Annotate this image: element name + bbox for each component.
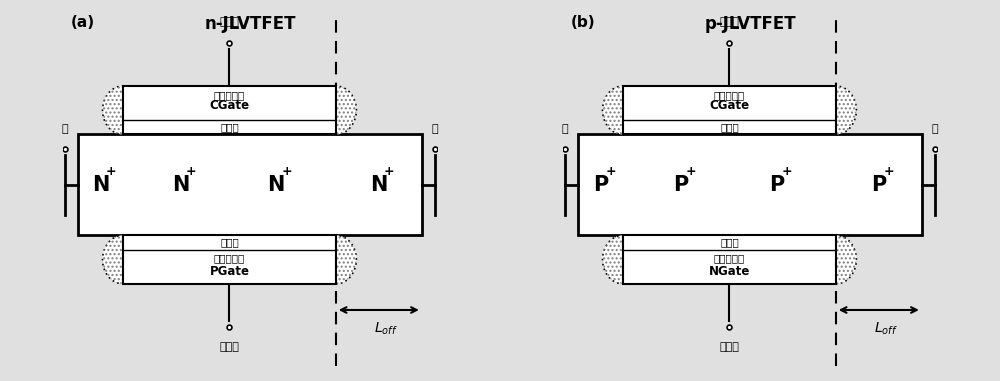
Text: 漏: 漏 (432, 124, 438, 134)
Text: CGate: CGate (209, 99, 250, 112)
Text: 源: 源 (562, 124, 568, 134)
Text: $L_{off}$: $L_{off}$ (374, 320, 398, 337)
Text: (b): (b) (571, 15, 595, 30)
Text: NGate: NGate (709, 265, 750, 278)
Text: 控制栅: 控制栅 (720, 18, 739, 27)
Text: P: P (673, 175, 688, 195)
Text: P: P (871, 175, 886, 195)
Text: N: N (268, 175, 285, 195)
Ellipse shape (103, 86, 144, 134)
Text: (a): (a) (71, 15, 95, 30)
Text: 栅介质: 栅介质 (220, 122, 239, 132)
Text: 栅介质: 栅介质 (720, 238, 739, 248)
Text: +: + (281, 165, 292, 178)
Bar (623, 86, 836, 134)
Text: 辅助栅电极: 辅助栅电极 (714, 254, 745, 264)
Text: +: + (686, 165, 696, 178)
Text: 源: 源 (62, 124, 68, 134)
Text: +: + (884, 165, 895, 178)
Text: 辅助栅: 辅助栅 (220, 342, 239, 352)
Text: 辅助栅电极: 辅助栅电极 (214, 254, 245, 264)
Text: 控制栅电极: 控制栅电极 (714, 90, 745, 100)
Bar (123, 235, 336, 284)
Text: 辅助栅: 辅助栅 (720, 342, 739, 352)
Text: +: + (781, 165, 792, 178)
Ellipse shape (815, 235, 856, 284)
Text: P: P (769, 175, 784, 195)
Bar (78, 134, 422, 235)
Text: $L_{off}$: $L_{off}$ (874, 320, 898, 337)
Bar (578, 134, 922, 235)
Text: 栅介质: 栅介质 (720, 122, 739, 132)
Ellipse shape (815, 86, 856, 134)
Ellipse shape (315, 235, 356, 284)
Text: +: + (384, 165, 395, 178)
Bar (623, 235, 836, 284)
Text: PGate: PGate (209, 265, 249, 278)
Text: n-JLVTFET: n-JLVTFET (204, 15, 296, 33)
Text: P: P (593, 175, 608, 195)
Text: 控制栅: 控制栅 (220, 18, 239, 27)
Bar (123, 86, 336, 134)
Text: N: N (370, 175, 388, 195)
Text: 栅介质: 栅介质 (220, 238, 239, 248)
Text: +: + (606, 165, 616, 178)
Text: 漏: 漏 (932, 124, 938, 134)
Text: p-JLVTFET: p-JLVTFET (704, 15, 796, 33)
Text: N: N (172, 175, 189, 195)
Ellipse shape (603, 235, 644, 284)
Text: CGate: CGate (709, 99, 750, 112)
Ellipse shape (603, 86, 644, 134)
Text: 控制栅电极: 控制栅电极 (214, 90, 245, 100)
Text: N: N (92, 175, 109, 195)
Ellipse shape (103, 235, 144, 284)
Text: +: + (186, 165, 196, 178)
Text: +: + (106, 165, 116, 178)
Ellipse shape (315, 86, 356, 134)
